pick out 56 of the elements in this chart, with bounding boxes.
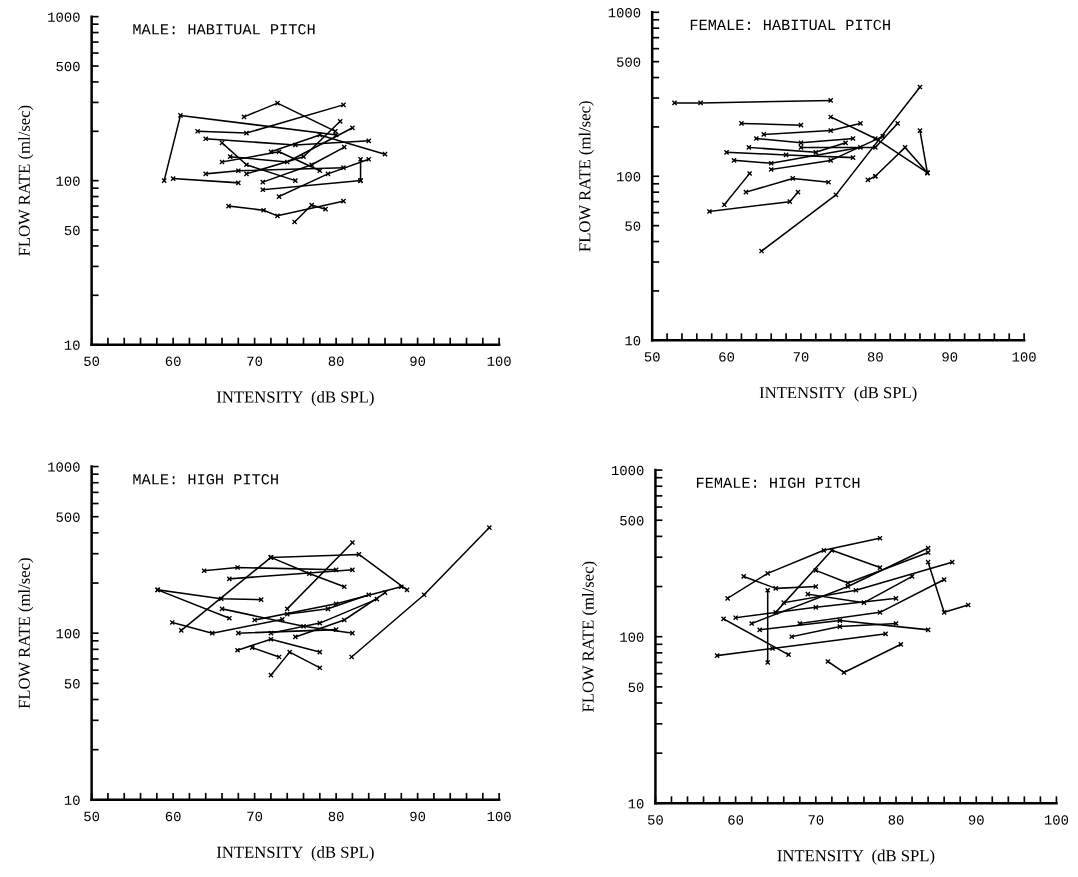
x-tick-label: 70	[793, 352, 809, 362]
x-tick-label: 100	[487, 356, 511, 366]
y-axis-title: FLOW RATE (ml/sec)	[578, 101, 594, 252]
x-tick-label: 90	[942, 352, 958, 362]
chart-title: MALE: HABITUAL PITCH	[133, 24, 315, 35]
y-tick-label: 1000	[48, 462, 80, 472]
y-tick-label: 50	[628, 682, 644, 693]
x-tick-label: 90	[410, 811, 426, 822]
x-tick-label: 50	[84, 356, 100, 366]
x-axis-title: INTENSITY (dB SPL)	[759, 386, 917, 402]
y-tick-label: 10	[625, 336, 641, 346]
y-tick-label: 10	[64, 795, 80, 805]
x-tick-label: 90	[968, 815, 984, 825]
x-tick-label: 100	[487, 811, 511, 822]
x-axis-title: INTENSITY (dB SPL)	[777, 849, 935, 865]
y-axis-title: FLOW RATE (ml/sec)	[18, 105, 34, 256]
y-axis-title: FLOW RATE (ml/sec)	[18, 558, 34, 709]
x-tick-label: 100	[1044, 815, 1069, 825]
x-tick-label: 70	[808, 815, 824, 825]
y-tick-label: 500	[56, 61, 80, 72]
y-tick-label: 500	[620, 515, 644, 526]
y-tick-label: 10	[64, 340, 80, 350]
x-axis-title: INTENSITY (dB SPL)	[216, 846, 374, 862]
x-tick-label: 90	[410, 356, 426, 366]
y-tick-label: 500	[616, 57, 641, 67]
x-tick-label: 70	[247, 356, 263, 366]
y-tick-label: 100	[56, 176, 80, 186]
x-tick-label: 50	[647, 815, 663, 825]
chart-title: MALE: HIGH PITCH	[133, 474, 278, 485]
x-tick-label: 80	[867, 352, 883, 362]
y-axis-title: FLOW RATE (ml/sec)	[581, 561, 598, 712]
x-tick-label: 70	[247, 811, 263, 822]
x-tick-label: 50	[84, 811, 100, 822]
chart-title: FEMALE: HIGH PITCH	[696, 477, 860, 488]
x-tick-label: 60	[728, 815, 744, 825]
x-tick-label: 60	[165, 356, 181, 366]
y-tick-label: 10	[628, 799, 644, 809]
chart-title: FEMALE: HABITUAL PITCH	[690, 19, 890, 31]
x-tick-label: 80	[328, 356, 344, 366]
y-tick-label: 50	[64, 679, 80, 689]
y-tick-label: 100	[56, 628, 80, 639]
x-tick-label: 80	[328, 811, 344, 822]
y-tick-label: 100	[617, 172, 641, 182]
x-tick-label: 60	[719, 352, 735, 362]
y-tick-label: 1000	[608, 8, 641, 18]
y-tick-label: 50	[64, 225, 80, 236]
y-tick-label: 1000	[48, 12, 80, 22]
y-tick-label: 500	[56, 512, 80, 522]
x-tick-label: 100	[1012, 352, 1036, 362]
y-tick-label: 50	[625, 221, 641, 231]
x-axis-title: INTENSITY (dB SPL)	[216, 390, 374, 407]
x-tick-label: 80	[888, 815, 904, 825]
x-tick-label: 50	[644, 352, 660, 362]
y-tick-label: 100	[620, 632, 644, 642]
y-tick-label: 1000	[611, 465, 644, 476]
x-tick-label: 60	[165, 811, 181, 822]
